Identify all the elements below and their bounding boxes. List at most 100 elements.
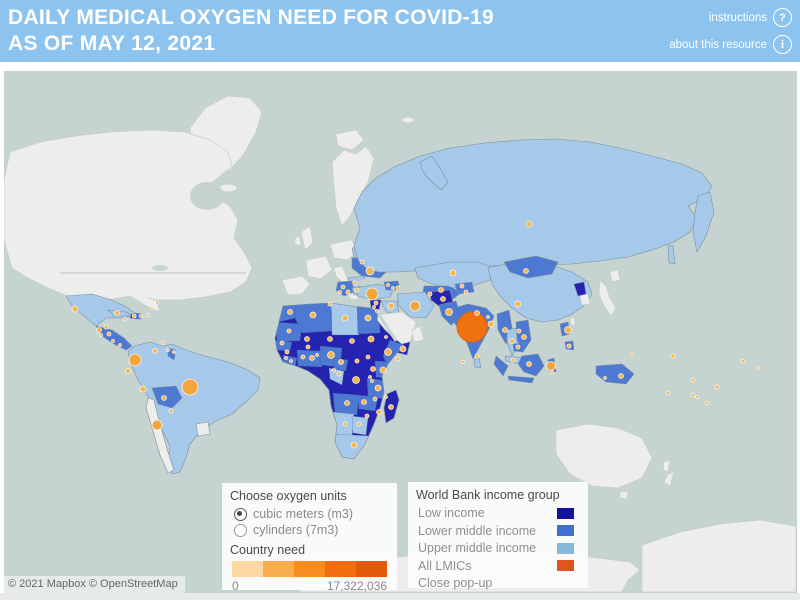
- need-bubble[interactable]: [131, 313, 137, 319]
- need-bubble[interactable]: [665, 390, 671, 396]
- need-bubble[interactable]: [438, 287, 444, 293]
- need-bubble[interactable]: [332, 368, 336, 372]
- need-bubble[interactable]: [372, 396, 378, 402]
- need-bubble[interactable]: [315, 353, 319, 357]
- need-bubble[interactable]: [161, 341, 165, 345]
- need-bubble[interactable]: [289, 359, 293, 363]
- need-bubble[interactable]: [367, 335, 375, 343]
- need-bubble[interactable]: [305, 344, 311, 350]
- need-bubble[interactable]: [309, 355, 315, 361]
- need-bubble[interactable]: [286, 328, 292, 334]
- need-bubble[interactable]: [300, 354, 306, 360]
- need-bubble[interactable]: [395, 285, 401, 291]
- need-bubble[interactable]: [161, 395, 167, 401]
- need-bubble[interactable]: [349, 338, 355, 344]
- need-bubble[interactable]: [515, 344, 521, 350]
- need-bubble[interactable]: [603, 376, 607, 380]
- need-bubble[interactable]: [146, 313, 150, 317]
- need-bubble[interactable]: [740, 358, 746, 364]
- need-bubble[interactable]: [384, 395, 388, 399]
- need-bubble[interactable]: [384, 335, 388, 339]
- need-bubble[interactable]: [550, 370, 554, 374]
- need-bubble[interactable]: [399, 345, 407, 353]
- need-bubble[interactable]: [150, 306, 154, 310]
- header-link-about-this-resource[interactable]: about this resource i: [669, 35, 792, 54]
- need-bubble[interactable]: [695, 395, 699, 399]
- need-bubble[interactable]: [168, 408, 174, 414]
- need-bubble[interactable]: [618, 373, 624, 379]
- need-bubble[interactable]: [309, 311, 317, 319]
- need-bubble[interactable]: [461, 360, 465, 364]
- need-bubble[interactable]: [341, 314, 349, 322]
- world-map[interactable]: [4, 71, 797, 593]
- need-bubble[interactable]: [409, 300, 421, 312]
- need-bubble[interactable]: [152, 348, 158, 354]
- map-attribution[interactable]: © 2021 Mapbox © OpenStreetMap: [4, 576, 185, 593]
- income-legend-row-all-lmics[interactable]: All LMICs: [418, 559, 574, 573]
- need-bubble[interactable]: [365, 287, 379, 301]
- need-bubble[interactable]: [373, 300, 379, 306]
- need-bubble[interactable]: [118, 343, 122, 347]
- need-bubble[interactable]: [354, 287, 360, 293]
- need-bubble[interactable]: [374, 384, 382, 392]
- need-bubble[interactable]: [474, 310, 480, 316]
- need-bubble[interactable]: [338, 359, 344, 365]
- need-bubble[interactable]: [96, 327, 102, 333]
- need-bubble[interactable]: [388, 404, 394, 410]
- need-bubble[interactable]: [487, 320, 495, 328]
- need-bubble[interactable]: [350, 441, 358, 449]
- need-bubble[interactable]: [287, 309, 293, 315]
- need-bubble[interactable]: [526, 361, 532, 367]
- need-bubble[interactable]: [99, 333, 103, 337]
- need-bubble[interactable]: [354, 358, 360, 364]
- need-bubble[interactable]: [384, 348, 392, 356]
- need-bubble[interactable]: [523, 268, 529, 274]
- income-legend-row-upper-middle-income[interactable]: Upper middle income: [418, 541, 574, 555]
- need-bubble[interactable]: [340, 284, 346, 290]
- need-bubble[interactable]: [449, 269, 457, 277]
- income-legend-row-low-income[interactable]: Low income: [418, 506, 574, 520]
- need-bubble[interactable]: [327, 301, 333, 307]
- need-bubble[interactable]: [125, 368, 131, 374]
- need-bubble[interactable]: [279, 340, 285, 346]
- need-bubble[interactable]: [365, 266, 375, 276]
- radio-unselected-icon[interactable]: [234, 523, 247, 537]
- need-bubble[interactable]: [338, 290, 342, 294]
- need-bubble[interactable]: [379, 366, 387, 374]
- radio-selected-icon[interactable]: [234, 507, 247, 521]
- need-bubble[interactable]: [510, 357, 516, 363]
- need-bubble[interactable]: [365, 354, 371, 360]
- need-bubble[interactable]: [114, 310, 120, 316]
- need-bubble[interactable]: [395, 356, 401, 362]
- need-bubble[interactable]: [690, 377, 696, 383]
- need-bubble[interactable]: [370, 366, 376, 372]
- need-bubble[interactable]: [514, 300, 522, 308]
- need-bubble[interactable]: [714, 384, 720, 390]
- need-bubble[interactable]: [566, 343, 572, 349]
- need-bubble[interactable]: [372, 305, 376, 309]
- need-bubble[interactable]: [704, 400, 710, 406]
- need-bubble[interactable]: [521, 334, 527, 340]
- need-bubble[interactable]: [344, 400, 350, 406]
- need-bubble[interactable]: [356, 421, 362, 427]
- need-bubble[interactable]: [756, 366, 760, 370]
- need-bubble[interactable]: [359, 259, 365, 265]
- need-bubble[interactable]: [440, 296, 446, 302]
- need-bubble[interactable]: [327, 351, 335, 359]
- need-bubble[interactable]: [304, 336, 310, 342]
- need-bubble[interactable]: [564, 326, 572, 334]
- need-bubble[interactable]: [128, 353, 142, 367]
- need-bubble[interactable]: [670, 353, 676, 359]
- need-bubble[interactable]: [368, 375, 372, 379]
- oxygen-unit-option-0[interactable]: cubic meters (m3): [234, 507, 397, 521]
- help-circle-icon[interactable]: ?: [773, 8, 792, 27]
- need-bubble[interactable]: [427, 291, 433, 297]
- oxygen-unit-option-1[interactable]: cylinders (7m3): [234, 523, 397, 537]
- need-bubble[interactable]: [690, 392, 696, 398]
- need-bubble[interactable]: [71, 305, 79, 313]
- info-circle-icon[interactable]: i: [773, 35, 792, 54]
- need-bubble[interactable]: [364, 314, 372, 322]
- need-bubble[interactable]: [181, 378, 199, 396]
- need-bubble[interactable]: [139, 385, 147, 393]
- need-bubble[interactable]: [387, 302, 395, 310]
